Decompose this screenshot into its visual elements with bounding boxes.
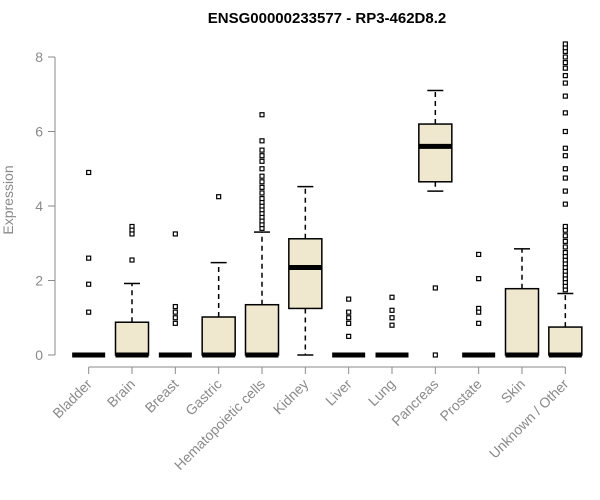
box-prostate	[462, 251, 496, 358]
outlier-point	[86, 169, 92, 176]
x-tick-label: Gastric	[182, 376, 225, 419]
outlier-point	[86, 309, 92, 315]
outlier-point	[259, 138, 265, 144]
box-iqr	[201, 316, 236, 356]
outlier-point	[562, 93, 568, 99]
outlier-point	[86, 255, 92, 261]
box-breast	[158, 231, 192, 358]
x-tick-label: Skin	[498, 376, 529, 407]
outlier-point	[346, 333, 352, 339]
x-tick-label: Unknown / Other	[486, 376, 572, 462]
outlier-point	[172, 315, 178, 321]
outlier-point	[259, 112, 265, 118]
y-tick-label: 4	[35, 198, 43, 214]
y-tick-label: 0	[35, 347, 43, 363]
x-tick-label: Prostate	[437, 376, 485, 424]
box-skin	[504, 248, 540, 358]
outlier-point	[562, 59, 568, 66]
x-tick-label: Pancreas	[388, 376, 441, 429]
x-tick-label: Kidney	[270, 376, 312, 418]
box-iqr	[548, 326, 583, 356]
y-tick-label: 6	[35, 124, 43, 140]
outlier-point	[172, 309, 178, 315]
box-kidney	[288, 185, 323, 356]
outlier-point	[562, 233, 568, 239]
outlier-point	[259, 179, 265, 185]
outlier-point	[562, 128, 568, 135]
box-pancreas	[418, 89, 453, 358]
outlier-point	[562, 65, 568, 71]
box-iqr	[504, 287, 540, 356]
outlier-point	[389, 315, 395, 321]
outlier-point	[259, 158, 265, 164]
outlier-point	[562, 110, 568, 116]
outlier-point	[259, 147, 265, 153]
box-gastric	[201, 194, 236, 358]
box-iqr	[288, 238, 323, 310]
outlier-point	[562, 188, 568, 194]
outlier-point	[562, 223, 568, 230]
x-tick-label: Bladder	[49, 376, 95, 422]
box-bladder	[72, 169, 106, 358]
outlier-point	[562, 153, 568, 159]
outlier-point	[346, 315, 352, 321]
outlier-point	[216, 194, 222, 200]
outlier-point	[562, 166, 568, 172]
outlier-point	[562, 201, 568, 207]
x-tick-label: Lung	[365, 376, 398, 409]
outlier-point	[562, 175, 568, 181]
x-tick-label: Liver	[322, 376, 355, 409]
outlier-point	[389, 322, 395, 328]
chart-title: ENSG00000233577 - RP3-462D8.2	[208, 10, 447, 27]
y-axis: 0 2 4 6 8	[35, 49, 56, 363]
outlier-point	[259, 173, 265, 179]
outlier-point	[259, 184, 265, 190]
outlier-point	[476, 276, 482, 282]
y-tick-label: 2	[35, 273, 43, 289]
outlier-point	[259, 166, 265, 172]
outlier-point	[86, 281, 92, 287]
outlier-point	[562, 249, 568, 256]
outlier-point	[259, 153, 265, 159]
outlier-point	[389, 294, 395, 300]
outlier-point	[562, 73, 568, 79]
outlier-point	[259, 195, 265, 202]
outlier-point	[346, 296, 352, 302]
outlier-point	[562, 244, 568, 250]
outlier-point	[129, 231, 135, 237]
outlier-point	[476, 251, 482, 258]
outlier-point	[346, 309, 352, 315]
outlier-point	[172, 231, 178, 237]
outlier-point	[389, 307, 395, 313]
outlier-point	[172, 320, 178, 326]
outlier-point	[346, 320, 352, 326]
y-axis-label: Expression	[0, 165, 16, 234]
outlier-point	[562, 54, 568, 60]
outlier-point	[476, 320, 482, 326]
box-iqr	[418, 123, 453, 183]
outlier-point	[129, 257, 135, 263]
outlier-point	[562, 80, 568, 86]
box-series	[72, 41, 583, 358]
box-hematopoietic-cells	[244, 112, 280, 358]
y-tick-label: 8	[35, 49, 43, 65]
box-brain	[114, 223, 150, 358]
outlier-point	[476, 309, 482, 315]
outlier-point	[259, 190, 265, 196]
outlier-point	[562, 238, 568, 244]
x-tick-label: Breast	[142, 376, 182, 416]
box-liver	[332, 296, 366, 358]
outlier-point	[562, 145, 568, 151]
box-unknown-other	[548, 41, 583, 358]
box-iqr	[114, 321, 150, 356]
box-lung	[375, 294, 409, 358]
outlier-point	[432, 285, 438, 291]
outlier-point	[432, 352, 438, 358]
box-iqr	[244, 303, 280, 356]
outlier-point	[562, 41, 568, 47]
outlier-point	[172, 303, 178, 310]
x-tick-label: Brain	[104, 376, 138, 410]
